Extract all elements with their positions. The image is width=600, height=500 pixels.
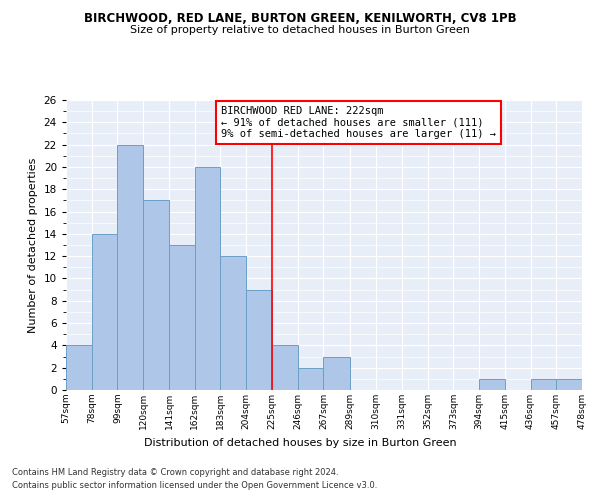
Bar	[66, 346, 92, 390]
Bar	[272, 346, 298, 390]
Bar	[530, 379, 556, 390]
Bar	[118, 144, 143, 390]
Bar	[246, 290, 272, 390]
Bar	[220, 256, 246, 390]
Text: BIRCHWOOD, RED LANE, BURTON GREEN, KENILWORTH, CV8 1PB: BIRCHWOOD, RED LANE, BURTON GREEN, KENIL…	[83, 12, 517, 26]
Bar	[556, 379, 582, 390]
Bar	[194, 167, 220, 390]
Text: Contains HM Land Registry data © Crown copyright and database right 2024.: Contains HM Land Registry data © Crown c…	[12, 468, 338, 477]
Bar	[169, 245, 194, 390]
Bar	[323, 356, 350, 390]
Text: BIRCHWOOD RED LANE: 222sqm
← 91% of detached houses are smaller (111)
9% of semi: BIRCHWOOD RED LANE: 222sqm ← 91% of deta…	[221, 106, 496, 139]
Bar	[298, 368, 323, 390]
Bar	[143, 200, 169, 390]
Y-axis label: Number of detached properties: Number of detached properties	[28, 158, 38, 332]
Bar	[92, 234, 118, 390]
Text: Distribution of detached houses by size in Burton Green: Distribution of detached houses by size …	[143, 438, 457, 448]
Text: Contains public sector information licensed under the Open Government Licence v3: Contains public sector information licen…	[12, 480, 377, 490]
Bar	[479, 379, 505, 390]
Text: Size of property relative to detached houses in Burton Green: Size of property relative to detached ho…	[130, 25, 470, 35]
